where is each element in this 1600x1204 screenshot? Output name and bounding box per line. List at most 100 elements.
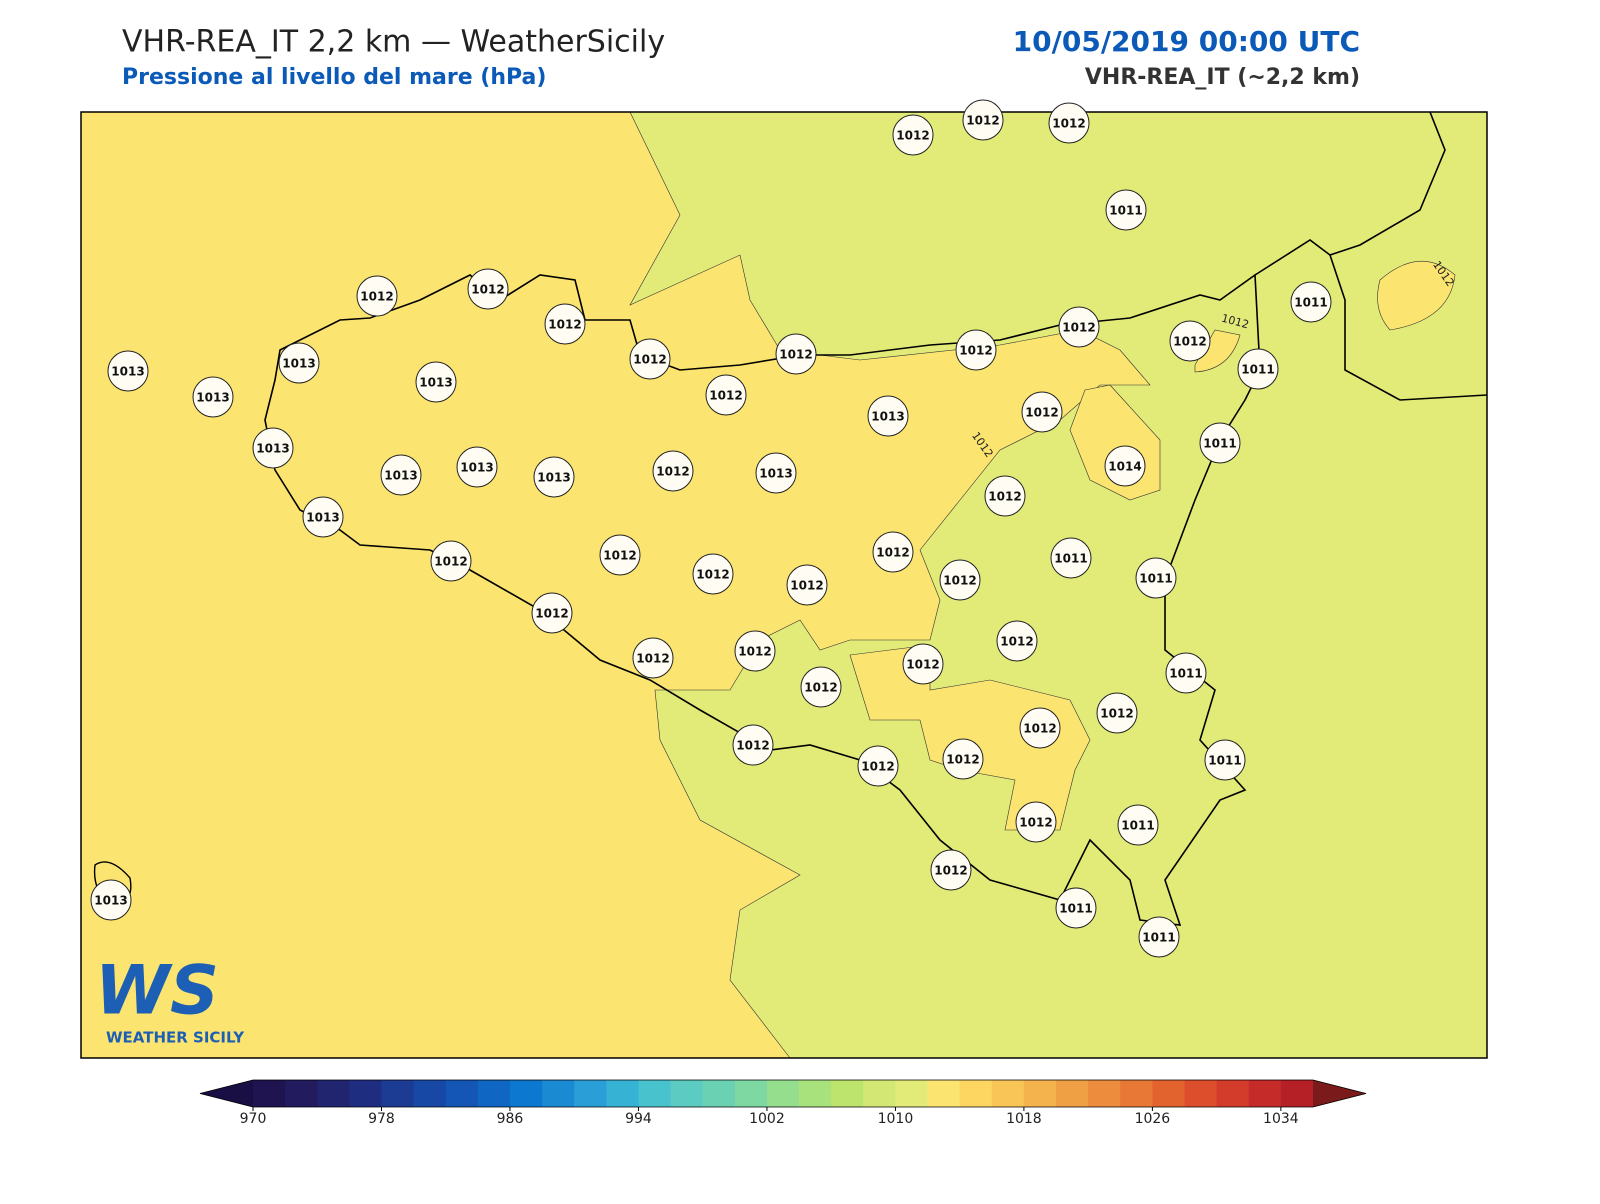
station-marker [800,666,842,708]
station-marker [467,268,509,310]
logo-mark: WS [95,952,219,1031]
station-marker [1135,557,1177,599]
colorbar-tick-label: 994 [625,1111,652,1127]
colorbar-tick-label: 1010 [878,1111,914,1127]
station-marker [1290,281,1332,323]
station-marker [278,342,320,384]
title: VHR-REA_IT 2,2 km — WeatherSicily [122,25,665,60]
colorbar-bin [253,1080,286,1107]
station-value: 1012 [1025,406,1058,420]
station-value: 1012 [709,389,742,403]
station-value: 1012 [1173,335,1206,349]
station-marker [1169,320,1211,362]
station-value: 1012 [1052,117,1085,131]
colorbar-over [1313,1080,1366,1107]
station-marker [380,454,422,496]
station-marker [533,456,575,498]
colorbar-tick-label: 1002 [749,1111,785,1127]
station-value: 1011 [1294,296,1327,310]
station-value: 1012 [1000,635,1033,649]
station-marker [1117,804,1159,846]
station-value: 1012 [696,568,729,582]
station-value: 1013 [419,376,452,390]
subtitle: Pressione al livello del mare (hPa) [122,65,546,90]
colorbar-bin [895,1080,929,1107]
colorbar-bin [445,1080,479,1107]
station-marker [1096,692,1138,734]
station-marker [652,450,694,492]
colorbar-bin [1088,1080,1121,1107]
colorbar-bin [477,1080,511,1107]
station-value: 1011 [1054,552,1087,566]
colorbar-tick-label: 1026 [1135,1111,1171,1127]
station-marker [1165,652,1207,694]
colorbar-bin [831,1080,864,1107]
colorbar-bin [542,1080,575,1107]
station-marker [531,592,573,634]
station-marker [1199,422,1241,464]
station-value: 1012 [1023,722,1056,736]
colorbar-bin [1280,1080,1314,1107]
map-frame [80,111,1488,1059]
station-value: 1011 [1203,437,1236,451]
colorbar-bin [638,1080,672,1107]
isobar-area [849,644,1091,831]
colorbar-bin [734,1080,768,1107]
station-value: 1013 [256,442,289,456]
colorbar-bin [509,1080,543,1107]
colorbar-tick-label: 986 [497,1111,524,1127]
station-value: 1011 [1121,819,1154,833]
station-marker [955,329,997,371]
station-value: 1013 [537,471,570,485]
station-marker [1058,306,1100,348]
station-value: 1011 [1241,363,1274,377]
colorbar-bin [1120,1080,1153,1107]
station-marker [1015,801,1057,843]
station-marker [629,338,671,380]
station-value: 1011 [1208,754,1241,768]
station-value: 1013 [460,461,493,475]
station-marker [415,361,457,403]
station-marker [632,637,674,679]
station-marker [544,303,586,345]
station-marker [1050,537,1092,579]
colorbar-bin [1248,1080,1282,1107]
isobar-area [1194,329,1241,373]
colorbar-bin [381,1080,415,1107]
station-value: 1012 [736,739,769,753]
logo-name: WEATHER SICILY [106,1029,245,1047]
station-value: 1012 [906,658,939,672]
station-marker [456,446,498,488]
colorbar-bin [1056,1080,1089,1107]
station-marker [599,534,641,576]
station-marker [755,452,797,494]
colorbar-tick-label: 1034 [1263,1111,1299,1127]
station-value: 1011 [1142,931,1175,945]
station-value: 1013 [759,467,792,481]
colorbar-bin [670,1080,704,1107]
station-value: 1012 [1100,707,1133,721]
station-value: 1012 [959,344,992,358]
colorbar-bin [317,1080,350,1107]
station-marker [732,724,774,766]
station-marker [867,395,909,437]
station-marker [1237,348,1279,390]
station-marker [356,275,398,317]
station-marker [872,531,914,573]
station-marker [984,475,1026,517]
station-value: 1014 [1108,460,1141,474]
model-label: VHR-REA_IT (~2,2 km) [1085,65,1360,90]
station-marker [1019,707,1061,749]
colorbar-tick-label: 1018 [1006,1111,1042,1127]
station-value: 1013 [306,511,339,525]
colorbar-bin [1216,1080,1250,1107]
station-value: 1012 [535,607,568,621]
colorbar-tick-label: 978 [368,1111,395,1127]
station-value: 1012 [988,490,1021,504]
colorbar-bin [927,1080,961,1107]
station-value: 1011 [1059,902,1092,916]
station-value: 1012 [804,681,837,695]
station-marker [786,564,828,606]
station-value: 1012 [656,465,689,479]
